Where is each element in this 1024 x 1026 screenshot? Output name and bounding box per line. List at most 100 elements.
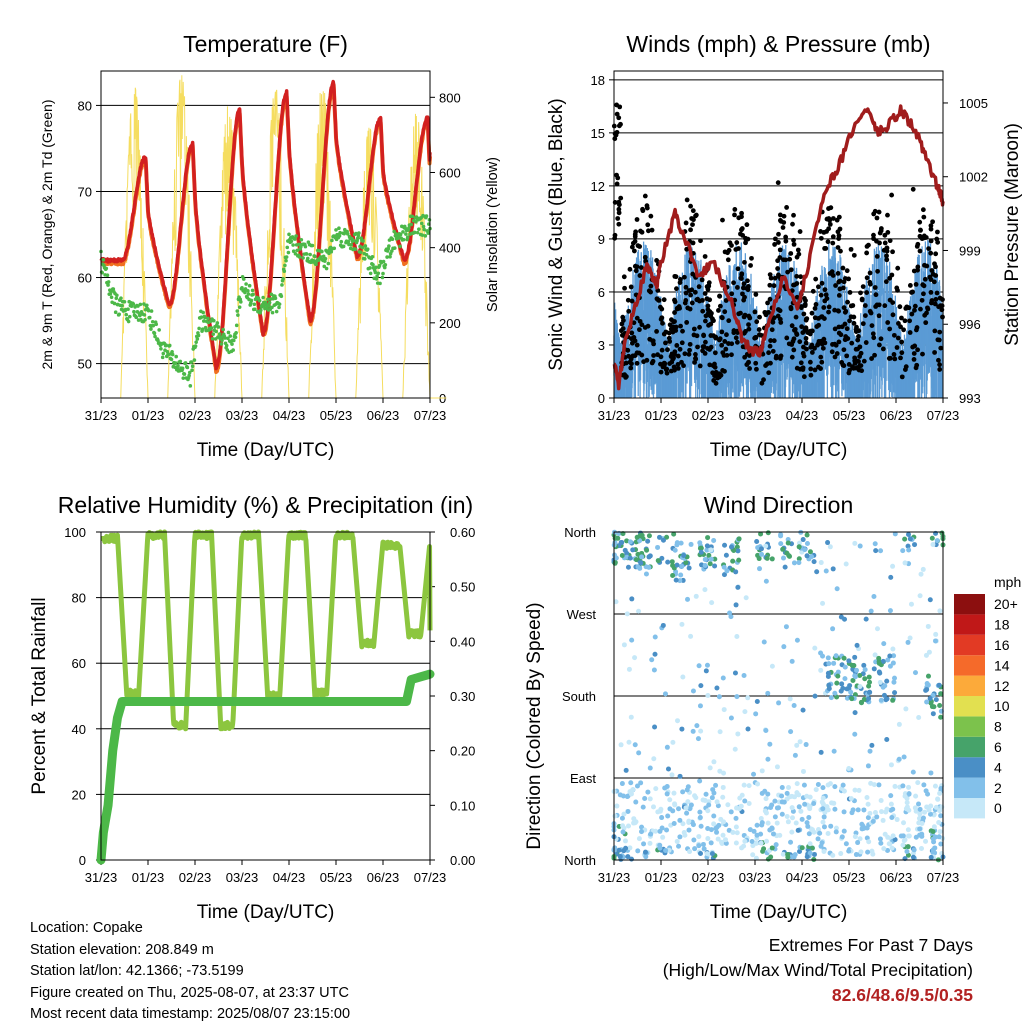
gust-point — [708, 344, 714, 350]
gust-point — [812, 367, 818, 373]
gust-point — [781, 213, 787, 219]
direction-point — [704, 662, 710, 668]
gust-point — [720, 350, 726, 356]
direction-point — [680, 821, 686, 827]
gust-point — [848, 314, 854, 320]
gust-point — [700, 344, 706, 350]
gust-point — [717, 303, 723, 309]
gust-point — [897, 304, 903, 310]
dewpoint-point — [250, 288, 255, 293]
dewpoint-point — [170, 352, 175, 357]
direction-point — [759, 820, 765, 826]
direction-point — [852, 673, 858, 679]
gust-point — [654, 328, 659, 334]
gust-point — [788, 251, 794, 256]
gust-point — [911, 268, 917, 274]
direction-point — [852, 540, 858, 546]
direction-point — [819, 799, 825, 805]
direction-point — [813, 787, 819, 793]
direction-point — [764, 555, 770, 561]
direction-point — [846, 848, 852, 854]
gust-point — [857, 344, 863, 350]
direction-point — [711, 821, 717, 827]
direction-point — [754, 698, 760, 704]
direction-point — [906, 547, 912, 553]
gust-point — [803, 298, 808, 304]
direction-point — [670, 739, 676, 745]
gust-point — [910, 344, 916, 350]
gust-point — [887, 326, 893, 332]
gust-point — [899, 350, 905, 356]
direction-point — [801, 782, 807, 788]
x-tick-label: 05/23 — [833, 870, 866, 885]
direction-point — [754, 822, 760, 828]
gust-point — [738, 310, 743, 316]
direction-point — [802, 547, 808, 553]
direction-point — [850, 807, 856, 813]
direction-point — [677, 773, 683, 779]
direction-point — [660, 537, 666, 543]
dewpoint-point — [374, 277, 379, 281]
gust-point — [658, 316, 664, 322]
gust-point — [642, 254, 648, 260]
direction-point — [930, 836, 936, 842]
direction-point — [741, 672, 747, 678]
dewpoint-point — [187, 370, 192, 375]
direction-point — [887, 653, 893, 659]
direction-point — [662, 691, 668, 697]
dewpoint-point — [119, 296, 123, 300]
gust-point — [856, 334, 861, 339]
gust-point — [671, 324, 676, 330]
gust-point — [910, 186, 916, 192]
gust-point — [899, 315, 904, 321]
gust-point — [874, 253, 880, 259]
gust-point — [732, 207, 738, 212]
colorbar-label: 16 — [994, 637, 1010, 653]
direction-point — [665, 766, 671, 772]
dewpoint-point — [161, 351, 166, 356]
direction-point — [774, 820, 780, 826]
direction-point — [882, 683, 888, 689]
gust-point — [890, 249, 895, 255]
direction-point — [664, 827, 670, 833]
gust-point — [835, 308, 841, 314]
gust-point — [743, 237, 749, 242]
dewpoint-point — [358, 250, 363, 255]
direction-point — [732, 670, 738, 676]
dewpoint-point — [357, 231, 361, 235]
direction-point — [871, 594, 877, 600]
direction-point — [686, 827, 692, 833]
dewpoint-point — [249, 298, 254, 303]
gust-point — [689, 300, 695, 306]
direction-point — [619, 553, 625, 559]
gust-point — [695, 296, 701, 302]
gust-point — [719, 342, 725, 348]
dewpoint-point — [124, 312, 129, 317]
gust-point — [812, 315, 818, 321]
y-right-tick-label: 1002 — [959, 170, 988, 185]
gust-point — [800, 367, 806, 372]
gust-point — [780, 225, 786, 230]
direction-point — [872, 541, 878, 547]
gust-point — [887, 238, 893, 244]
gust-point — [628, 365, 634, 371]
gust-point — [627, 266, 633, 272]
gust-point — [738, 231, 743, 237]
direction-point — [690, 728, 696, 734]
direction-point — [911, 847, 917, 853]
gust-point — [677, 280, 683, 286]
dewpoint-point — [231, 338, 236, 343]
direction-point — [634, 783, 640, 789]
dewpoint-point — [165, 349, 170, 354]
direction-point — [847, 683, 853, 689]
gust-point — [930, 271, 936, 277]
direction-point — [612, 845, 618, 851]
direction-point — [713, 782, 719, 788]
dewpoint-point — [345, 232, 350, 236]
direction-point — [734, 634, 740, 640]
gust-point — [722, 368, 727, 374]
direction-point — [687, 806, 693, 812]
gust-point — [787, 256, 793, 262]
direction-point — [867, 748, 873, 754]
direction-point — [674, 542, 680, 548]
